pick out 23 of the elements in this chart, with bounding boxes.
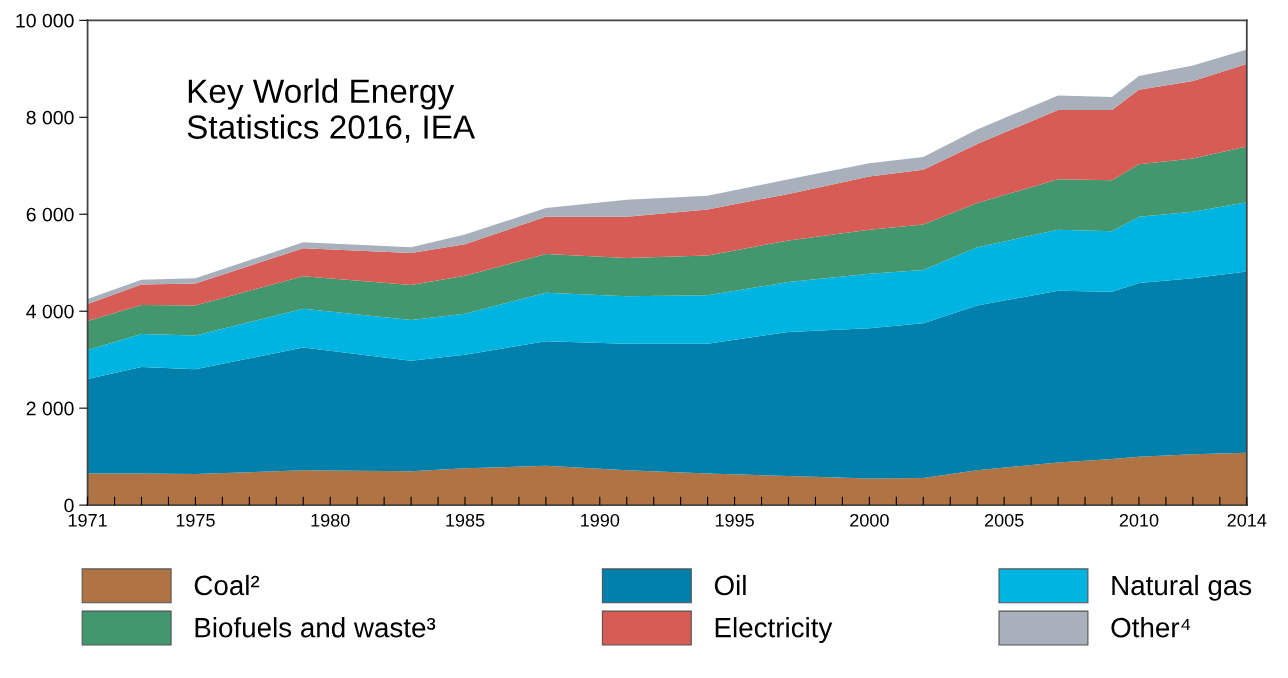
legend-label: Other⁴ [1111,617,1191,638]
legend-label: Oil [714,574,746,596]
y-tick-label: 6 000 [26,207,74,222]
y-tick-label: 2 000 [26,401,74,416]
x-tick-label: 2014 [1227,513,1267,527]
x-tick-label: 1980 [311,513,350,527]
y-tick-label: 8 000 [26,110,74,125]
annotation: Key World Energy Statistics 2016, IEA [187,78,476,143]
legend-label: Biofuels and waste³ [195,617,436,638]
x-tick-label: 1985 [446,513,485,527]
x-tick-label: 2010 [1119,513,1159,527]
legend-label: Natural gas [1112,574,1252,601]
y-tick-label: 0 [64,498,74,513]
y-tick-label: 10 000 [16,13,74,28]
legend-label: Electricity [715,617,833,643]
x-tick-label: 1990 [581,513,620,527]
x-tick-label: 2000 [850,513,889,527]
x-tick-label: 1995 [715,513,754,527]
y-tick-label: 4 000 [26,304,74,319]
x-tick-label: 2005 [984,513,1024,527]
x-tick-label: 1971 [68,513,107,527]
x-tick-label: 1975 [176,513,215,527]
legend-label: Coal² [194,574,260,596]
